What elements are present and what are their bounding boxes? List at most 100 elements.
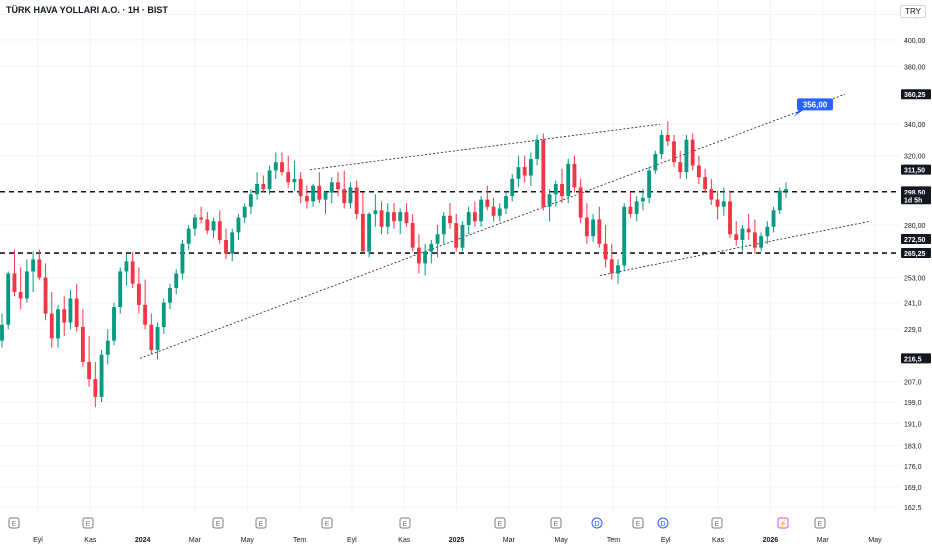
time-tick-label: Eyl (661, 537, 671, 544)
candle-body (547, 194, 552, 207)
callout-label: 356,00 (803, 100, 828, 109)
price-axis-badge-bg (901, 234, 931, 245)
price-axis-badge-label: 360,25 (904, 92, 926, 99)
candle-body (510, 178, 515, 197)
candle (448, 203, 452, 229)
candle (572, 155, 577, 193)
dividend-icon (591, 517, 603, 529)
candle-body (360, 213, 365, 252)
candle (255, 172, 260, 200)
candle-body (690, 139, 695, 166)
candle-body (105, 340, 110, 355)
candle (398, 208, 403, 235)
candle (584, 203, 589, 244)
candle (696, 155, 701, 184)
candle-body (186, 228, 191, 244)
event-marker-label: E (636, 521, 641, 528)
candle-body (385, 212, 390, 227)
event-marker-label: E (818, 521, 823, 528)
candle-body (784, 189, 788, 191)
event-marker-label: D (594, 521, 599, 528)
price-tick-label: 207,0 (904, 380, 922, 387)
candles (0, 121, 788, 408)
event-marker-label: E (325, 521, 330, 528)
candle-body (640, 197, 645, 202)
candle-body (99, 354, 104, 397)
candle-body (715, 199, 720, 207)
candle (734, 221, 739, 246)
candle-body (248, 194, 253, 207)
candle-body (199, 217, 204, 220)
price-axis-badge: 265,25 (901, 248, 931, 259)
candle-body (616, 265, 620, 274)
candle (684, 135, 689, 179)
event-marker-icon: E (494, 517, 506, 529)
candle (379, 201, 384, 235)
price-tick-label: 280,00 (904, 223, 926, 230)
price-tick-label: 253,00 (904, 276, 926, 283)
candle (174, 269, 179, 295)
event-marker-icon: ⚡ (777, 517, 789, 529)
candle-body (118, 271, 123, 308)
candle-body (43, 277, 48, 314)
candle-body (485, 199, 490, 207)
time-axis[interactable]: Eyl Kas 2024 Mar May Tem Eyl Kas 2025 Mar May Tem Ey… (0, 512, 900, 550)
candle (410, 213, 415, 252)
candle-body (93, 379, 98, 397)
candle-body (12, 273, 17, 293)
earnings-icon (814, 517, 826, 529)
candle (18, 267, 23, 310)
event-marker-label: E (403, 521, 408, 528)
candle (286, 155, 291, 188)
candle (143, 279, 148, 330)
event-marker-icon: E (82, 517, 94, 529)
candle (672, 135, 676, 168)
candle (460, 221, 465, 252)
currency-badge[interactable]: TRY (900, 5, 926, 18)
candle-body (448, 215, 452, 224)
candle (510, 173, 515, 202)
price-axis-badge-bg (901, 186, 931, 197)
candle-body (292, 178, 297, 183)
candle (416, 234, 421, 274)
candle (217, 210, 222, 244)
candle (752, 219, 757, 254)
candle (591, 213, 596, 242)
candle-body (31, 259, 36, 272)
candle-body (603, 243, 608, 260)
candle-body (597, 219, 602, 244)
candle-body (317, 185, 322, 200)
candle-body (504, 196, 508, 209)
candle (435, 224, 440, 258)
earnings-icon (255, 517, 267, 529)
candle (560, 168, 564, 204)
candle (211, 217, 216, 239)
candle-body (472, 212, 477, 222)
candle (348, 182, 353, 209)
candle (504, 190, 508, 214)
candle (161, 298, 166, 334)
price-tick-label: 340,00 (904, 122, 926, 129)
price-tick-label: 169,0 (904, 485, 922, 492)
candle (273, 152, 278, 179)
price-callout-bubble: 356,00 (794, 98, 833, 117)
price-axis[interactable]: 420,00400,00380,00340,00320,00280,00253,… (900, 0, 932, 512)
candle (622, 203, 627, 272)
candle-body (709, 189, 714, 200)
candle (124, 253, 129, 286)
candle (472, 201, 477, 227)
candle (329, 177, 334, 204)
price-axis-badge-label: 216,5 (904, 356, 922, 363)
candle-body (280, 162, 284, 173)
earnings-icon (711, 517, 723, 529)
candle-body (528, 158, 533, 176)
candle-body (659, 135, 664, 155)
time-tick-label: 2026 (763, 537, 779, 544)
event-marker-icon: E (399, 517, 411, 529)
candle-body (622, 206, 627, 266)
earnings-icon (321, 517, 333, 529)
candle-body (373, 210, 378, 214)
candle (199, 206, 204, 224)
